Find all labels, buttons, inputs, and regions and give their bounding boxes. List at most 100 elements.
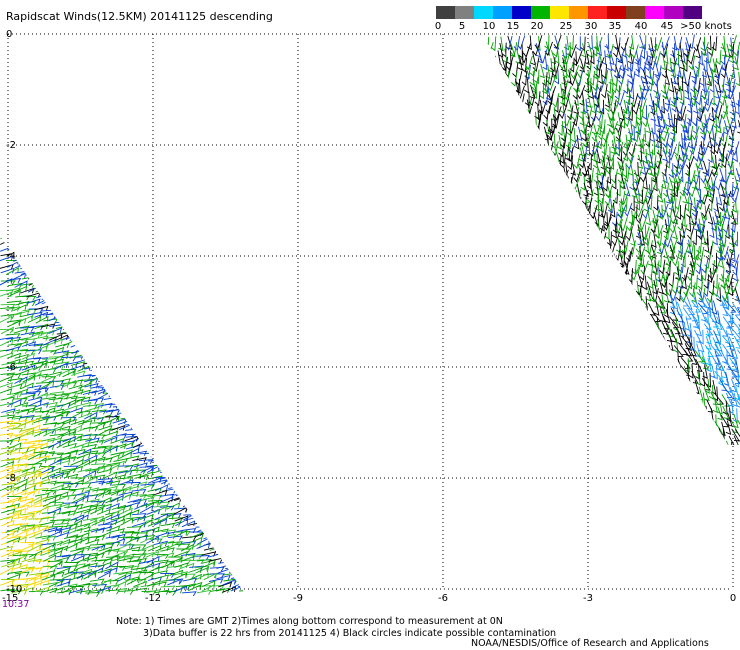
wind-barb: [132, 569, 148, 575]
wind-barb: [181, 528, 197, 534]
wind-barb: [706, 399, 714, 413]
wind-barb: [6, 536, 21, 544]
wind-barb: [706, 49, 714, 64]
wind-barb: [605, 155, 612, 170]
wind-barb: [189, 559, 205, 565]
wind-barb: [727, 314, 733, 330]
wind-barb: [517, 56, 523, 71]
wind-barb: [670, 329, 678, 343]
wind-barb: [683, 43, 692, 59]
wind-barb: [574, 50, 583, 65]
wind-barb: [593, 168, 599, 184]
wind-barb: [70, 364, 85, 371]
wind-barb: [62, 539, 77, 545]
wind-barb: [21, 466, 36, 473]
wind-barb: [688, 309, 698, 322]
wind-barb: [619, 268, 628, 283]
wind-barb: [673, 141, 680, 157]
wind-barb: [576, 161, 582, 177]
wind-barb: [623, 167, 630, 183]
wind-barb: [736, 399, 740, 412]
wind-barb: [716, 211, 722, 227]
wind-barb: [665, 309, 671, 324]
wind-barb: [714, 322, 721, 337]
wind-barb: [731, 198, 737, 213]
wind-barb: [42, 338, 57, 346]
wind-barb: [579, 111, 585, 127]
wind-barb: [182, 577, 198, 583]
wind-barb: [601, 50, 607, 66]
wind-barb: [19, 415, 35, 421]
wind-barb: [70, 341, 85, 348]
wind-barb: [110, 528, 125, 534]
wind-barb: [600, 148, 606, 164]
wind-barb: [598, 170, 606, 186]
wind-barb: [175, 530, 191, 536]
wind-barb: [628, 161, 634, 177]
wind-barb: [26, 391, 42, 397]
tick-label: -15: [2, 593, 18, 604]
wind-barb: [719, 147, 725, 163]
wind-barb: [124, 467, 139, 474]
wind-barb: [154, 513, 169, 520]
wind-barb: [0, 277, 13, 286]
wind-barb: [623, 56, 629, 72]
wind-barb: [721, 394, 731, 407]
wind-barb: [62, 572, 76, 580]
wind-barb: [677, 216, 685, 232]
wind-barb: [691, 387, 697, 402]
wind-barb: [553, 35, 560, 50]
wind-barb: [720, 35, 726, 51]
wind-barb: [630, 44, 639, 59]
wind-barb: [27, 452, 42, 461]
wind-barb: [728, 435, 737, 445]
wind-barb: [727, 161, 734, 176]
wind-barb: [609, 155, 615, 170]
wind-barb: [62, 331, 78, 337]
wind-barb: [688, 169, 696, 185]
wind-barb: [20, 287, 35, 294]
wind-barb: [61, 585, 75, 594]
wind-barb: [22, 484, 36, 492]
wind-barb: [676, 160, 685, 176]
wind-barb: [523, 78, 529, 94]
wind-barb: [35, 285, 50, 293]
wind-barb: [658, 204, 663, 220]
wind-barb: [28, 482, 44, 488]
wind-barb: [657, 295, 666, 309]
wind-barb: [50, 346, 65, 353]
wind-barb: [641, 275, 647, 291]
wind-barb: [47, 503, 63, 510]
wind-barb: [14, 578, 29, 584]
wind-barb: [69, 574, 84, 581]
wind-barb: [237, 581, 248, 588]
wind-barb: [661, 232, 668, 248]
wind-barb: [637, 133, 643, 148]
wind-barb: [713, 139, 721, 155]
wind-barb: [239, 589, 248, 595]
wind-barb: [33, 357, 49, 363]
wind-barb: [147, 544, 162, 552]
wind-barb: [68, 503, 84, 510]
wind-barb: [677, 231, 686, 247]
wind-barb: [627, 128, 633, 143]
wind-barb: [677, 358, 684, 373]
wind-barb: [161, 591, 177, 596]
wind-barb: [606, 112, 613, 127]
wind-barb: [0, 348, 15, 354]
wind-barb: [47, 467, 62, 474]
wind-barb: [90, 553, 105, 559]
wind-barb: [159, 552, 175, 558]
wind-barb: [640, 160, 647, 176]
wind-barb: [56, 452, 72, 458]
wind-barb: [41, 574, 56, 581]
wind-barb: [61, 554, 77, 560]
wind-barb: [41, 549, 56, 556]
wind-barb: [62, 518, 78, 524]
wind-barb: [543, 77, 550, 93]
wind-barb: [0, 375, 13, 383]
wind-barb: [118, 511, 132, 520]
wind-barb: [691, 125, 700, 141]
wind-barb: [111, 483, 127, 489]
wind-barb: [99, 409, 115, 415]
